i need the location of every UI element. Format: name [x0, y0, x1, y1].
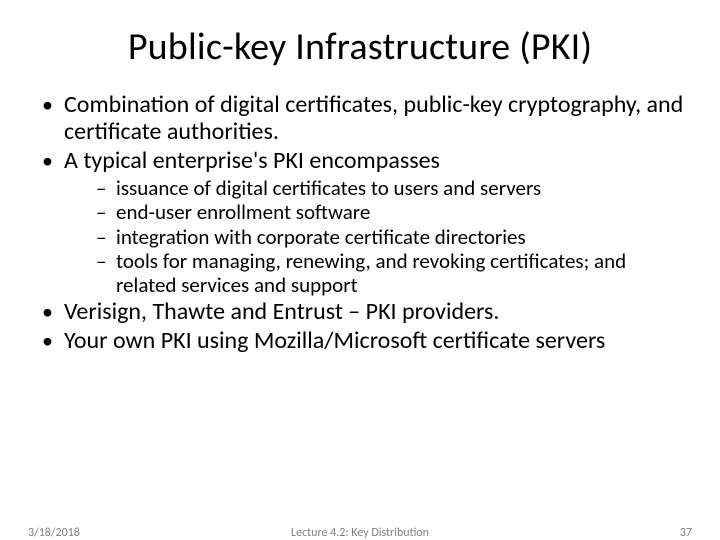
- sub-bullet-list: issuance of digital certificates to user…: [64, 177, 684, 298]
- bullet-text: Combination of digital certificates, pub…: [64, 90, 683, 146]
- footer-page-number: 37: [680, 526, 692, 540]
- bullet-list: Combination of digital certificates, pub…: [36, 92, 684, 355]
- sub-bullet-text: issuance of digital certificates to user…: [116, 175, 541, 201]
- sub-bullet-text: tools for managing, renewing, and revoki…: [116, 248, 626, 298]
- sub-bullet-text: integration with corporate certificate d…: [116, 224, 526, 250]
- sub-bullet-item: integration with corporate certificate d…: [92, 226, 684, 250]
- bullet-item: Verisign, Thawte and Entrust – PKI provi…: [36, 299, 684, 326]
- slide-body: Combination of digital certificates, pub…: [36, 92, 684, 355]
- bullet-text: Verisign, Thawte and Entrust – PKI provi…: [64, 297, 499, 326]
- sub-bullet-text: end-user enrollment software: [116, 199, 370, 225]
- bullet-item: Combination of digital certificates, pub…: [36, 92, 684, 146]
- bullet-item: Your own PKI using Mozilla/Microsoft cer…: [36, 328, 684, 355]
- bullet-text: Your own PKI using Mozilla/Microsoft cer…: [64, 326, 605, 355]
- sub-bullet-item: end-user enrollment software: [92, 201, 684, 225]
- slide-title: Public-key Infrastructure (PKI): [36, 24, 684, 70]
- sub-bullet-item: tools for managing, renewing, and revoki…: [92, 250, 684, 297]
- bullet-text: A typical enterprise's PKI encompasses: [64, 146, 440, 175]
- bullet-item: A typical enterprise's PKI encompasses i…: [36, 148, 684, 297]
- slide: Public-key Infrastructure (PKI) Combinat…: [0, 0, 720, 540]
- footer-center: Lecture 4.2: Key Distribution: [0, 526, 720, 540]
- sub-bullet-item: issuance of digital certificates to user…: [92, 177, 684, 201]
